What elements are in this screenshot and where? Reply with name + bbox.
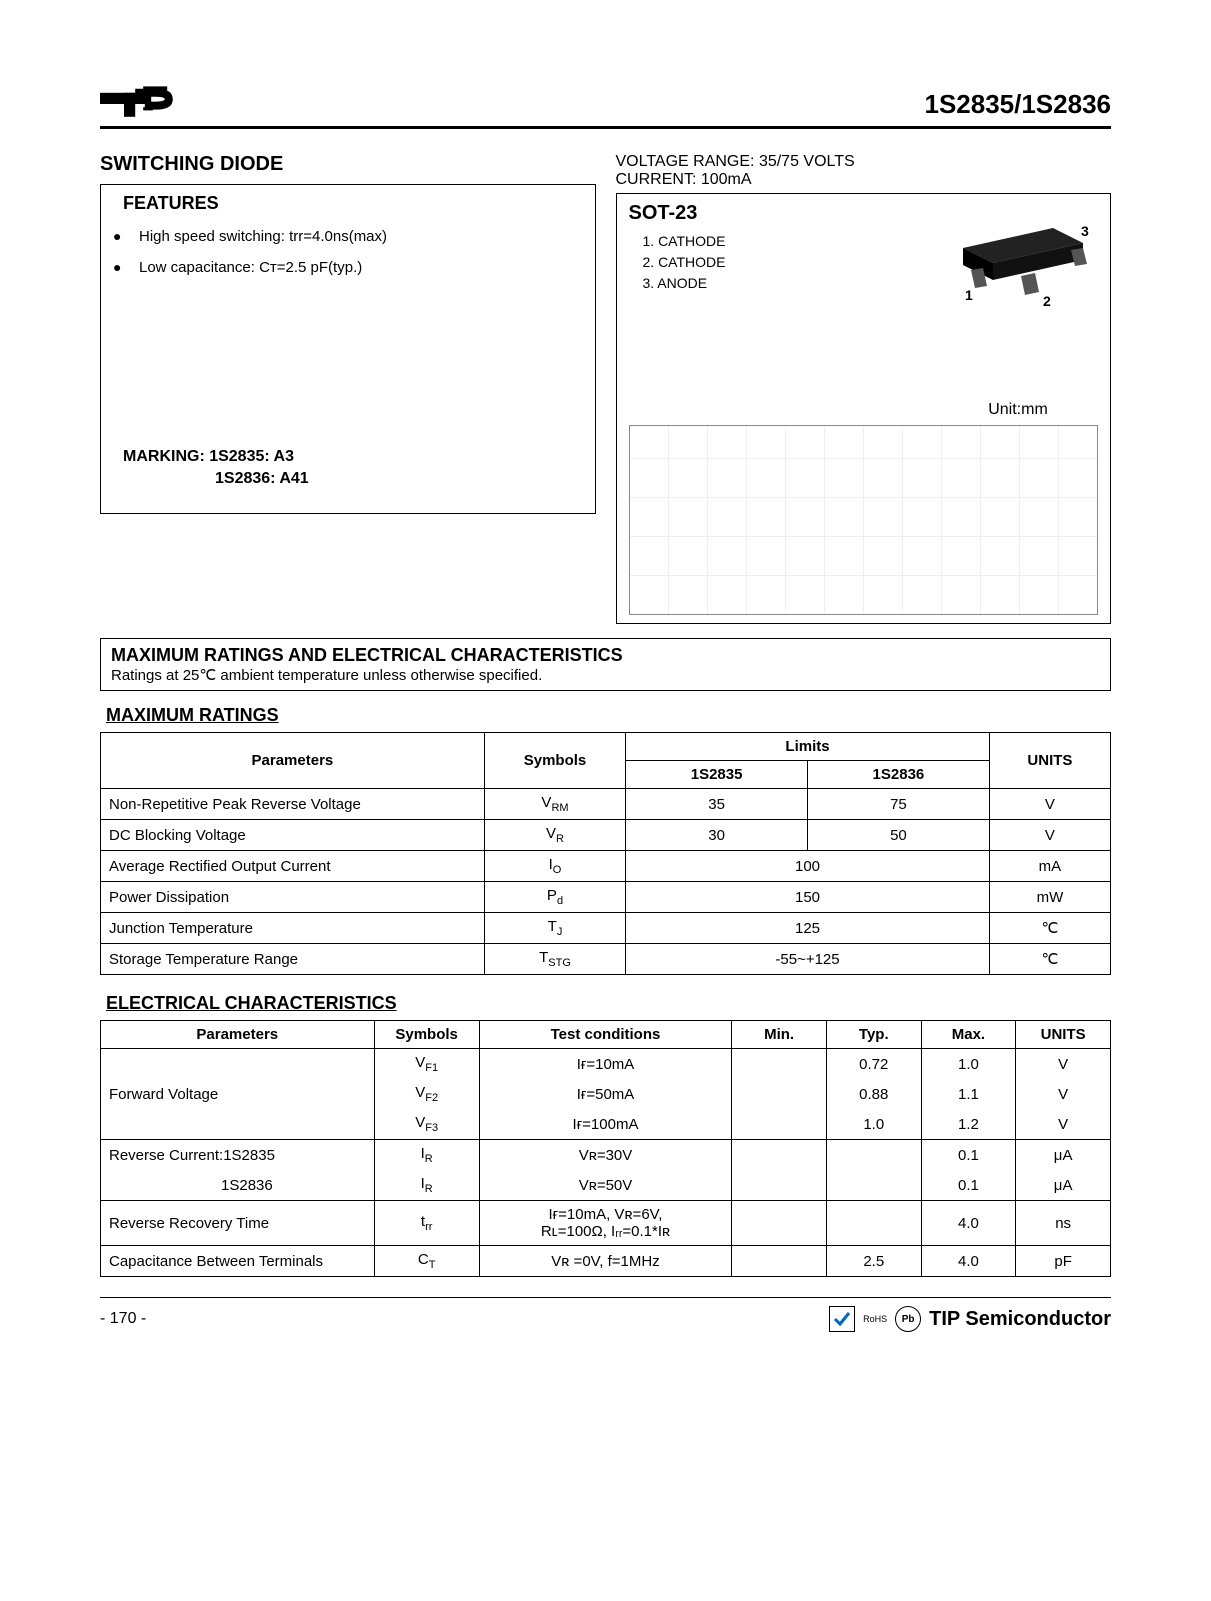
max-ratings-table: Parameters Symbols Limits UNITS 1S2835 1… [100,732,1111,975]
table-row: 1S2836 IR Vʀ=50V 0.1 μA [101,1170,1111,1201]
table-row: Power DissipationPd150mW [101,882,1111,913]
max-ratings-title: MAXIMUM RATINGS [106,705,1111,726]
table-row: Average Rectified Output CurrentIO100mA [101,851,1111,882]
svg-text:1: 1 [965,287,973,303]
page-header: 1S2835/1S2836 [100,80,1111,129]
elec-char-title: ELECTRICAL CHARACTERISTICS [106,993,1111,1014]
table-row: Reverse Current:1S2835 IR Vʀ=30V 0.1 μA [101,1140,1111,1171]
voltage-range: VOLTAGE RANGE: 35/75 VOLTS [616,153,1112,171]
ratings-header-box: MAXIMUM RATINGS AND ELECTRICAL CHARACTER… [100,638,1111,691]
pbfree-badge: Pb [895,1306,921,1332]
page-footer: - 170 - RoHS Pb TIP Semiconductor [100,1297,1111,1332]
features-list: High speed switching: trr=4.0ns(max) Low… [113,228,583,276]
product-title: SWITCHING DIODE [100,153,596,176]
table-row: Capacitance Between Terminals CT Vʀ =0V,… [101,1246,1111,1277]
table-row: Forward Voltage VF1 Iғ=10mA 0.72 1.0 V [101,1049,1111,1080]
unit-label: Unit:mm [938,401,1098,419]
footer-brand: TIP Semiconductor [929,1308,1111,1331]
table-row: DC Blocking VoltageVR3050V [101,820,1111,851]
feature-item: Low capacitance: Cᴛ=2.5 pF(typ.) [139,259,583,276]
pinout-list: 1. CATHODE 2. CATHODE 3. ANODE [643,231,931,294]
table-row: Reverse Recovery Time trr Iғ=10mA, Vʀ=6V… [101,1201,1111,1246]
features-box: FEATURES High speed switching: trr=4.0ns… [100,184,596,514]
current-rating: CURRENT: 100mA [616,171,1112,189]
part-number: 1S2835/1S2836 [924,89,1111,120]
svg-text:2: 2 [1043,293,1051,308]
sot23-3d-icon: 1 2 3 [943,208,1093,308]
page-number: - 170 - [100,1310,146,1328]
svg-text:3: 3 [1081,223,1089,239]
tip-logo [100,80,180,120]
marking-info: MARKING: 1S2835: A3 1S2836: A41 [123,446,583,491]
elec-char-table: Parameters Symbols Test conditions Min. … [100,1020,1111,1277]
table-row: Non-Repetitive Peak Reverse VoltageVRM35… [101,789,1111,820]
mechanical-drawing [629,425,1099,615]
rohs-badge [829,1306,855,1332]
features-heading: FEATURES [123,193,583,214]
ratings-title: MAXIMUM RATINGS AND ELECTRICAL CHARACTER… [111,645,1100,666]
feature-item: High speed switching: trr=4.0ns(max) [139,228,583,245]
ratings-subtitle: Ratings at 25℃ ambient temperature unles… [111,666,1100,684]
package-name: SOT-23 [629,202,931,225]
table-row: Storage Temperature RangeTSTG-55~+125℃ [101,944,1111,975]
table-row: Junction TemperatureTJ125℃ [101,913,1111,944]
package-box: SOT-23 1. CATHODE 2. CATHODE 3. ANODE [616,193,1112,624]
